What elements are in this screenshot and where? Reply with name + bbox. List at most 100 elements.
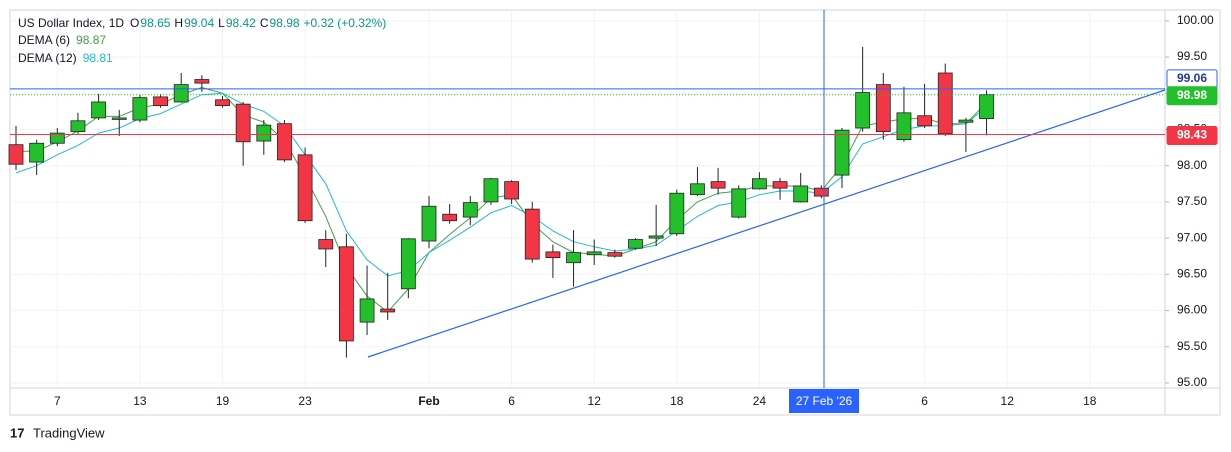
candle-body <box>380 308 396 313</box>
candle-body <box>875 84 891 133</box>
indicator-name: DEMA (6) <box>18 33 70 47</box>
x-tick-label: 19 <box>216 394 230 408</box>
candle-body <box>586 251 602 256</box>
candle-body <box>896 112 912 141</box>
candle-body <box>442 213 458 222</box>
crosshair-x-label: 27 Feb '26 <box>796 394 853 408</box>
candle-body <box>710 181 726 189</box>
candle-body <box>628 239 643 249</box>
candle-body <box>524 208 540 260</box>
candle-body <box>958 119 974 123</box>
x-tick-label: 24 <box>753 394 767 408</box>
x-tick-label: 6 <box>921 394 928 408</box>
ohlc-label: L <box>218 16 225 30</box>
candle-body <box>648 235 664 239</box>
ohlc-value: 98.65 <box>140 16 170 30</box>
candle-body <box>49 132 65 144</box>
candle-body <box>111 117 127 120</box>
y-tick-label: 97.50 <box>1177 194 1207 208</box>
candle-body <box>91 101 106 119</box>
candle-body <box>834 129 850 176</box>
candle-body <box>400 238 416 290</box>
brand-name: TradingView <box>33 425 105 440</box>
ohlc-value: 98.42 <box>226 16 256 30</box>
candle-body <box>462 202 478 218</box>
y-tick-label: 96.50 <box>1177 266 1207 280</box>
candle-body <box>338 246 354 342</box>
candle-body <box>421 205 437 242</box>
x-tick-label: Feb <box>418 394 439 408</box>
candle-body <box>731 188 747 218</box>
crosshair-price-label: 99.06 <box>1177 71 1207 85</box>
indicator-value: 98.87 <box>76 33 106 47</box>
x-tick-label: 23 <box>298 394 312 408</box>
legend: US Dollar Index, 1D O 98.65 H 99.04 L 98.42 C 9… <box>18 16 386 65</box>
price-line-box <box>1166 126 1218 146</box>
candle-body <box>772 181 788 189</box>
candle-body <box>504 181 520 200</box>
candle-body <box>752 178 767 190</box>
candle-body <box>359 298 375 323</box>
candle-body <box>235 103 251 143</box>
candle-body <box>855 92 871 129</box>
candle-body <box>669 192 685 235</box>
candle-body <box>297 154 313 222</box>
candle-body <box>937 72 953 135</box>
candle-body <box>793 185 809 203</box>
chart-frame <box>9 9 1221 416</box>
candle-body <box>173 84 189 103</box>
candle-body <box>690 183 705 196</box>
indicator-value: 98.81 <box>83 51 113 65</box>
logo-mark: 17 <box>10 425 24 440</box>
candle-body <box>29 142 45 163</box>
candle-body <box>566 252 581 264</box>
price-line-label: 98.43 <box>1177 128 1207 142</box>
x-tick-label: 7 <box>54 394 61 408</box>
symbol: US Dollar Index, 1D <box>18 16 124 30</box>
ohlc-label: C <box>260 16 269 30</box>
y-tick-label: 100.00 <box>1177 13 1214 27</box>
candle-body <box>607 252 623 257</box>
y-tick-label: 98.00 <box>1177 158 1207 172</box>
overlay: 95.0095.5096.0096.5097.0097.5098.0098.50… <box>10 10 1218 413</box>
ohlc-label: H <box>174 16 183 30</box>
candle-body <box>917 115 932 127</box>
last-price-box <box>1166 86 1218 106</box>
ohlc-label: O <box>130 16 139 30</box>
x-tick-label: 12 <box>1001 394 1015 408</box>
y-tick-label: 96.00 <box>1177 303 1207 317</box>
candle-body <box>70 120 86 133</box>
candle-body <box>194 79 210 84</box>
y-tick-label: 99.50 <box>1177 49 1207 63</box>
x-tick-label: 6 <box>508 394 515 408</box>
x-tick-label: 18 <box>1083 394 1097 408</box>
candle-body <box>545 251 561 259</box>
grid <box>10 10 1169 388</box>
y-tick-label: 95.00 <box>1177 375 1207 389</box>
plot <box>8 46 994 358</box>
candle-body <box>8 144 24 165</box>
candle-body <box>215 99 230 106</box>
candle-body <box>153 96 168 106</box>
x-tick-label: 12 <box>588 394 602 408</box>
change: +0.32 (+0.32%) <box>304 16 387 30</box>
ohlc-value: 99.04 <box>184 16 214 30</box>
y-tick-label: 95.50 <box>1177 339 1207 353</box>
branding: 17 TradingView <box>10 425 105 440</box>
x-tick-label: 18 <box>670 394 684 408</box>
candle-body <box>256 124 272 142</box>
candle-body <box>132 97 148 121</box>
candle-body <box>318 239 334 250</box>
candle-body <box>277 123 292 161</box>
crosshair-x-box <box>789 389 859 413</box>
last-price-label: 98.98 <box>1177 88 1207 102</box>
candle-body <box>813 187 829 197</box>
candle-body <box>483 178 499 203</box>
indicator-name: DEMA (12) <box>18 51 77 65</box>
candle-body <box>979 94 994 120</box>
x-tick-label: 13 <box>133 394 147 408</box>
ohlc-value: 98.98 <box>270 16 300 30</box>
y-tick-label: 97.00 <box>1177 230 1207 244</box>
